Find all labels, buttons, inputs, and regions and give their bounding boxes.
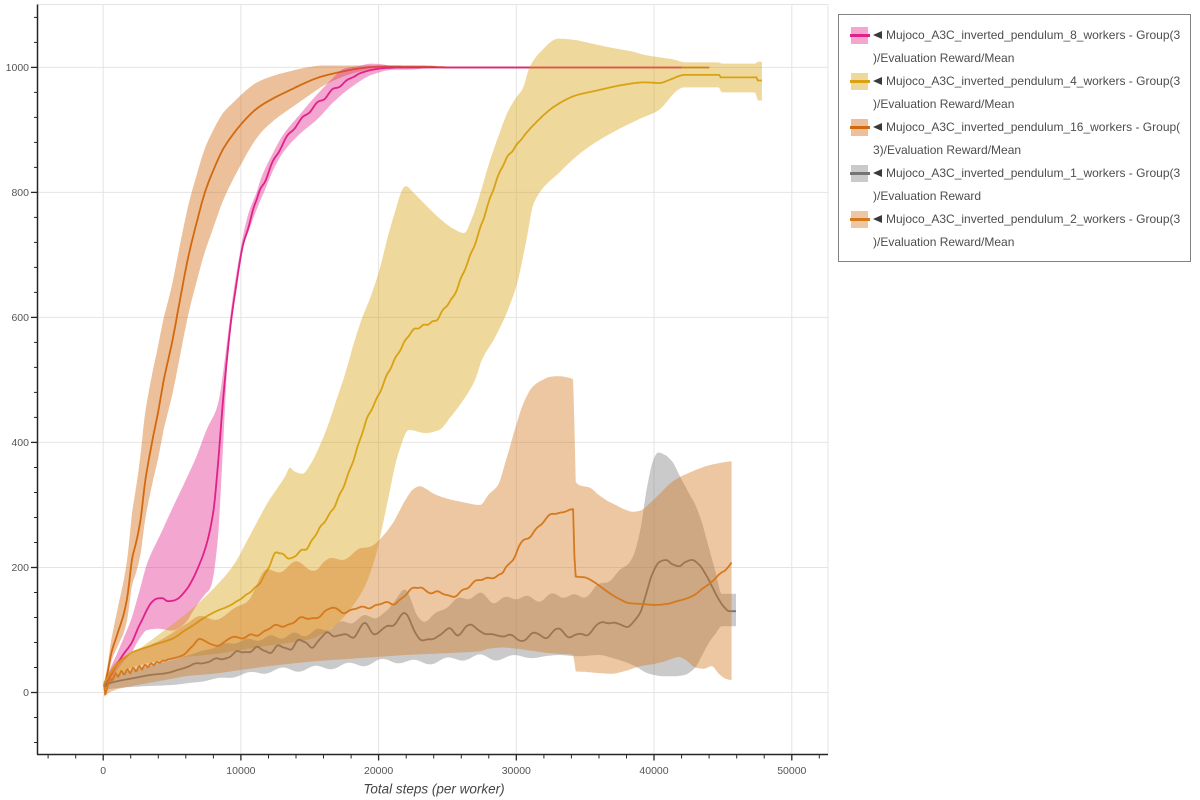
svg-text:50000: 50000 — [777, 765, 806, 777]
svg-text:30000: 30000 — [502, 765, 531, 777]
svg-text:40000: 40000 — [639, 765, 668, 777]
svg-text:0: 0 — [23, 687, 29, 699]
svg-text:10000: 10000 — [226, 765, 255, 777]
svg-text:0: 0 — [100, 765, 106, 777]
svg-text:1000: 1000 — [6, 62, 30, 74]
svg-text:20000: 20000 — [364, 765, 393, 777]
svg-text:Total steps (per worker): Total steps (per worker) — [363, 782, 504, 797]
svg-text:600: 600 — [11, 312, 29, 324]
svg-text:800: 800 — [11, 187, 29, 199]
svg-text:400: 400 — [11, 437, 29, 449]
svg-text:200: 200 — [11, 562, 29, 574]
